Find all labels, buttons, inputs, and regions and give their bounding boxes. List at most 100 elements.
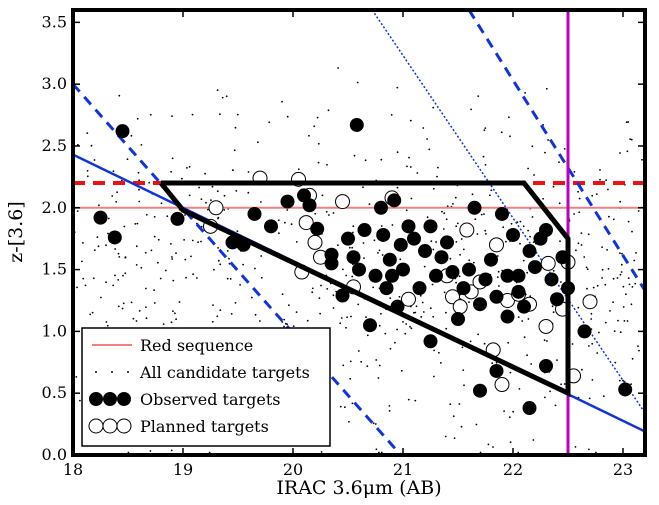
candidate-dot [622,379,624,382]
candidate-dot [380,451,383,454]
candidate-dot [605,179,607,182]
candidate-dot [374,423,377,425]
candidate-dot [445,311,447,314]
candidate-dot [317,142,320,145]
candidate-dot [432,187,435,190]
candidate-dot [295,241,298,243]
candidate-dot [226,250,229,252]
y-tick-label: 2.0 [42,198,67,217]
candidate-dot [213,268,215,271]
candidate-dot [150,249,153,252]
candidate-dot [399,258,402,261]
observed-target-point [456,281,471,296]
axis-ticks: 18 19 20 21 22 23 0.0 0.5 1.0 1.5 2.0 2.5 3.0 3.5 [42,10,645,479]
candidate-dot [342,364,345,367]
candidate-dot [124,272,127,275]
candidate-dot [86,132,89,135]
candidate-dot [286,209,289,211]
candidate-dot [116,191,118,194]
candidate-dot [160,202,163,205]
candidate-dot [90,144,93,147]
observed-target-point [478,272,493,287]
candidate-dot [138,310,141,312]
candidate-dot [357,350,360,352]
candidate-dot [440,362,442,364]
candidate-dot [388,410,391,412]
candidate-dot [170,170,173,173]
candidate-dot [430,240,433,243]
candidate-dot [363,257,365,259]
candidate-dot [394,341,396,344]
candidate-dot [138,179,141,182]
candidate-dot [415,305,418,308]
candidate-dot [431,283,434,286]
candidate-dot [551,305,554,308]
candidate-dot [211,185,214,188]
candidate-dot [375,359,378,361]
candidate-dot [239,284,242,286]
candidate-dot [132,317,135,320]
candidate-dot [583,256,586,258]
candidate-dot [445,327,448,330]
candidate-dot [432,315,435,318]
candidate-dot [400,369,403,372]
candidate-dot [136,117,139,120]
candidate-dot [105,281,107,284]
candidate-dot [474,218,477,221]
candidate-dot [234,302,237,304]
candidate-dot [470,108,472,111]
candidate-dot [405,209,408,212]
candidate-dot [629,138,631,141]
candidate-dot [595,193,598,196]
candidate-dot [76,286,78,289]
x-tick-label: 22 [503,460,523,479]
candidate-dot [452,203,454,205]
candidate-dot [599,178,601,181]
candidate-dot [414,311,417,314]
legend: Red sequence All candidate targets Obser… [81,327,331,447]
candidate-dot [216,89,219,91]
candidate-dot [320,451,323,453]
candidate-dot [250,296,253,299]
candidate-dot [295,311,298,313]
candidate-dot [226,277,229,280]
candidate-dot [372,286,375,289]
y-tick-label: 0.0 [42,445,67,464]
candidate-dot [476,233,479,235]
y-tick-label: 0.5 [42,383,67,402]
candidate-dot [543,339,546,342]
candidate-dot [462,248,465,251]
observed-target-point [412,281,427,296]
blue-dotted-line [371,10,645,414]
candidate-dot [211,320,214,323]
candidate-dot [558,202,561,205]
candidate-dot [574,446,577,448]
candidate-dot [378,364,381,367]
candidate-dot [348,246,351,249]
candidate-dot [472,261,475,264]
candidate-dot [522,225,525,228]
candidate-dot [114,248,117,250]
candidate-dot [326,288,329,290]
candidate-dot [453,437,456,439]
candidate-dot [89,313,92,316]
candidate-dot [283,325,285,328]
candidate-dot [217,247,220,249]
candidate-dot [638,349,640,352]
observed-target-point [418,244,432,259]
candidate-dot [426,216,429,219]
candidate-dot [522,259,525,262]
candidate-dot [118,94,121,97]
observed-target-point [511,268,526,283]
candidate-dot [627,121,630,123]
candidate-dot [581,368,583,371]
candidate-dot [391,224,394,226]
candidate-dot [622,306,625,308]
observed-target-point [423,334,438,349]
candidate-dot [93,249,96,252]
candidate-dot [433,375,435,378]
legend-observed-swatch [89,392,131,406]
candidate-dot [362,186,364,189]
observed-target-point [445,265,460,280]
candidate-dot [236,113,239,116]
